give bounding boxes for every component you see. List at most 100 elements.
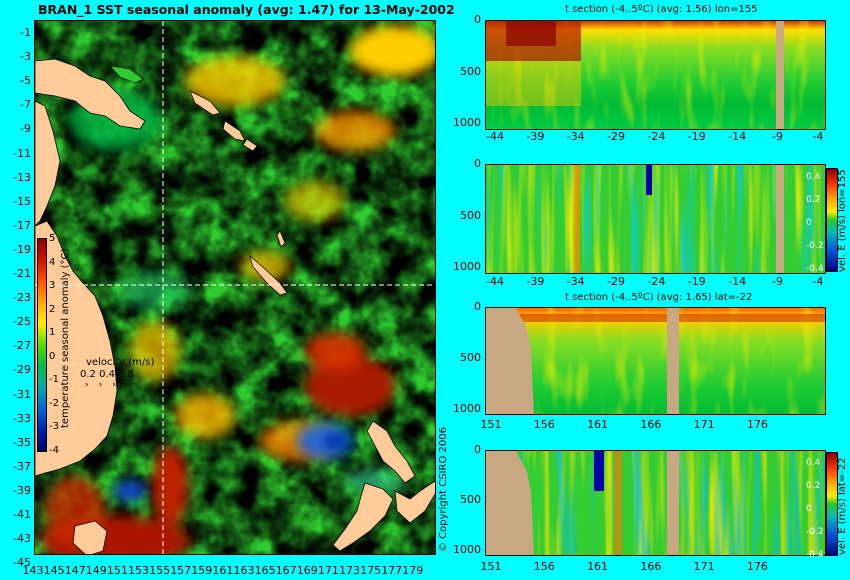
panel2-y-tick: 500 [460,208,481,222]
map-title: BRAN_1 SST seasonal anomaly (avg: 1.47) … [38,2,455,17]
map-lat-tick: -43 [13,532,31,546]
panel1-y-tick: 0 [474,13,481,26]
map-lat-tick: -27 [13,339,31,353]
panel2-x-tick: -4 [812,275,824,288]
panel1-svg [486,21,825,129]
panel4-x-tick: 151 [480,560,502,573]
temp-section-lon155[interactable] [485,20,826,130]
panel4-y-tick: 500 [460,492,481,506]
panel1-y-tick: 500 [460,64,481,78]
panel4-colorbar-tick: -0.2 [806,527,824,537]
map-lon-tick: 179 [402,564,424,577]
panel2-y-tick: 1000 [453,260,481,274]
map-lon-tick: 151 [106,564,128,577]
panel2-colorbar-tick: -0.2 [806,241,824,251]
map-lat-tick: -21 [13,267,31,280]
panel2-colorbar-tick: 0.2 [806,195,821,205]
panel2-y-tick: 0 [474,157,481,170]
panel4-svg [486,451,825,555]
panel3-x-tick: 151 [480,418,502,431]
map-lat-tick: -13 [13,170,31,184]
panel3-x-tick: 161 [587,418,609,431]
map-lat-tick: -5 [20,74,31,88]
panel1-y-tick: 1000 [453,116,481,130]
map-lat-tick: -1 [20,26,31,39]
map-colorbar [37,238,47,452]
map-lon-tick: 153 [128,564,149,577]
velocity-arrows: ››› [85,380,126,390]
vel-section-lon155[interactable] [485,164,826,274]
panel3-y-tick: 1000 [453,401,481,415]
panel4-y-tick: 1000 [453,542,481,556]
panel2-x-tick: -19 [687,275,706,288]
map-lon-tick: 173 [339,564,360,577]
copyright-notice: © Copyright CSIRO 2006 [438,427,449,552]
map-lat-tick: -3 [20,50,31,64]
sst-anomaly-map[interactable] [34,20,436,555]
map-lon-tick: 143 [22,564,44,577]
panel2-colorbar [826,168,838,272]
map-lon-tick: 175 [360,564,382,577]
panel1-x-tick: -39 [526,130,545,143]
map-lon-tick: 149 [85,564,107,577]
map-lon-tick: 157 [170,564,192,577]
map-lat-tick: -17 [13,218,31,232]
panel1-x-tick: -4 [812,130,824,143]
velocity-label: velocity (m/s) [86,357,155,368]
map-lon-tick: 165 [254,564,276,577]
panel4-colorbar-tick: -0.4 [806,550,824,560]
map-lat-tick: -31 [13,387,31,401]
panel1-x-tick: -34 [566,130,585,143]
map-lat-tick: -9 [20,122,31,136]
map-lat-tick: -39 [13,483,31,497]
panel1-title: t section (-4..5ºC) (avg: 1.56) lon=155 [565,4,758,15]
panel1-x-tick: -44 [486,130,504,143]
map-colorbar-tick: -1 [49,374,59,385]
panel1-x-tick: -9 [772,130,783,143]
vel-section-lat-22[interactable] [485,450,826,556]
map-lat-tick: -33 [13,411,31,425]
map-colorbar-tick: 4 [49,256,56,268]
panel4-colorbar [826,452,838,556]
panel1-x-tick: -19 [687,130,706,143]
map-lon-tick: 161 [212,564,234,577]
panel3-x-tick: 166 [640,418,662,431]
panel2-x-tick: -14 [728,275,747,288]
panel2-x-tick: -24 [647,275,666,288]
temp-section-lat-22[interactable] [485,307,826,415]
panel4-x-tick: 166 [640,560,662,573]
panel3-y-tick: 500 [460,350,481,364]
panel3-x-tick: 156 [533,418,555,431]
panel3-x-tick: 171 [693,418,715,431]
panel2-colorbar-tick: 0.4 [806,172,821,182]
panel4-x-tick: 171 [693,560,715,573]
panel1-x-tick: -29 [607,130,626,143]
panel2-x-tick: -39 [526,275,545,288]
panel2-x-tick: -44 [486,275,504,288]
panel3-svg [486,308,825,414]
map-lat-tick: -15 [13,194,31,208]
map-lon-tick: 159 [191,564,213,577]
panel4-x-tick: 176 [746,560,768,573]
map-lon-tick: 169 [296,564,318,577]
map-lat-tick: -23 [13,291,31,305]
panel2-svg [486,165,825,273]
map-lat-tick: -7 [20,98,31,112]
map-lon-tick: 145 [43,564,65,577]
panel2-colorbar-label: vel. E (m/s) lon=155 [837,169,848,272]
map-lat-tick: -45 [13,556,31,570]
map-colorbar-tick: -3 [49,421,59,432]
map-colorbar-tick: 5 [49,233,56,244]
map-lon-tick: 155 [149,564,171,577]
map-lat-tick: -29 [13,363,31,377]
panel3-x-tick: 176 [746,418,768,431]
panel3-y-tick: 0 [474,300,481,313]
panel1-x-tick: -14 [728,130,747,143]
map-colorbar-tick: 2 [49,303,56,315]
panel4-y-tick: 0 [474,443,481,456]
map-colorbar-tick: -4 [49,444,59,456]
panel2-x-tick: -9 [772,275,783,288]
map-lat-tick: -41 [13,508,31,521]
map-lat-tick: -25 [13,315,31,329]
panel4-x-tick: 156 [533,560,555,573]
